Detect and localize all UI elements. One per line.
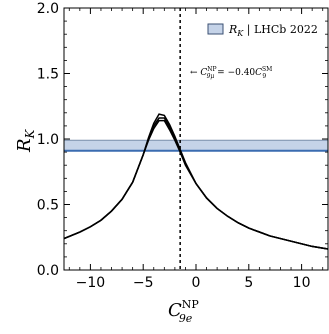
x-axis-title: CNP 9e: [168, 298, 199, 325]
annot-sub2: 9: [262, 73, 266, 80]
xlabel-sup: NP: [182, 298, 200, 311]
legend-rest: | LHCb 2022: [243, 23, 318, 37]
x-tick-label: 5: [244, 275, 253, 291]
plot-frame: [63, 7, 329, 271]
lhcb-band: [64, 140, 328, 151]
xlabel-sub: 9e: [179, 312, 193, 325]
series-line-3: [64, 119, 328, 250]
annot-c2: C: [255, 68, 262, 78]
annot-sup1: NP: [207, 66, 216, 73]
ylabel-sub: K: [23, 128, 37, 139]
y-tick-label: 1.0: [37, 132, 59, 148]
y-axis-title: RK: [14, 128, 37, 153]
y-axis-ticks: 0.0 0.5 1.0 1.5 2.0: [37, 1, 328, 279]
legend-r: R: [228, 23, 237, 36]
annot-mid: = −0.40: [214, 68, 255, 78]
series-group: [64, 113, 328, 250]
y-tick-label: 0.0: [37, 263, 59, 279]
xlabel-main: C: [168, 300, 182, 321]
x-tick-label: −10: [76, 275, 106, 291]
y-tick-label: 1.5: [37, 67, 59, 83]
legend-label: RK | LHCb 2022: [228, 23, 318, 38]
y-tick-label: 0.5: [37, 198, 59, 214]
annot-c1: C: [200, 68, 207, 78]
x-tick-label: 0: [192, 275, 201, 291]
x-tick-label: −5: [133, 275, 154, 291]
legend-swatch: [207, 23, 224, 35]
annot-sup2: SM: [262, 66, 272, 73]
legend-k: K: [236, 29, 244, 38]
x-axis-ticks: −10 −5 0 5 10: [68, 8, 324, 291]
legend: RK | LHCb 2022: [207, 23, 318, 38]
annot-arrow: ←: [190, 68, 200, 78]
y-tick-label: 2.0: [37, 1, 59, 17]
annot-sub1: 9μ: [207, 73, 215, 80]
ylabel-main: R: [14, 138, 35, 153]
x-tick-label: 10: [293, 275, 311, 291]
vline-annotation: ← CNP 9μ = −0.40CSM 9: [190, 66, 272, 80]
series-line-1: [64, 113, 328, 250]
